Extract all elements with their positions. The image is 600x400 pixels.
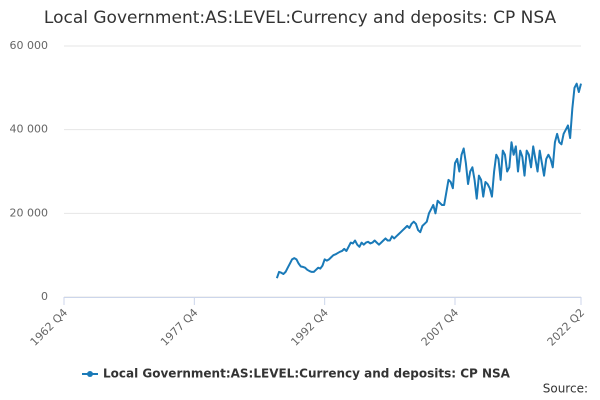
y-tick-label: 60 000 [10, 39, 49, 52]
chart-title: Local Government:AS:LEVEL:Currency and d… [44, 8, 557, 28]
x-tick-label: 1962 Q4 [28, 306, 71, 349]
x-tick-label: 1992 Q4 [288, 306, 331, 349]
x-tick-label: 1977 Q4 [158, 306, 201, 349]
y-tick-label: 40 000 [10, 123, 49, 136]
x-tick-label: 2007 Q4 [419, 306, 462, 349]
x-tick-label: 2022 Q2 [545, 306, 588, 349]
y-tick-label: 0 [41, 290, 48, 303]
data-line [275, 82, 582, 279]
y-tick-label: 20 000 [10, 206, 49, 219]
legend-marker [87, 371, 93, 377]
legend-label: Local Government:AS:LEVEL:Currency and d… [103, 367, 511, 381]
source-label: Source: [543, 382, 588, 396]
